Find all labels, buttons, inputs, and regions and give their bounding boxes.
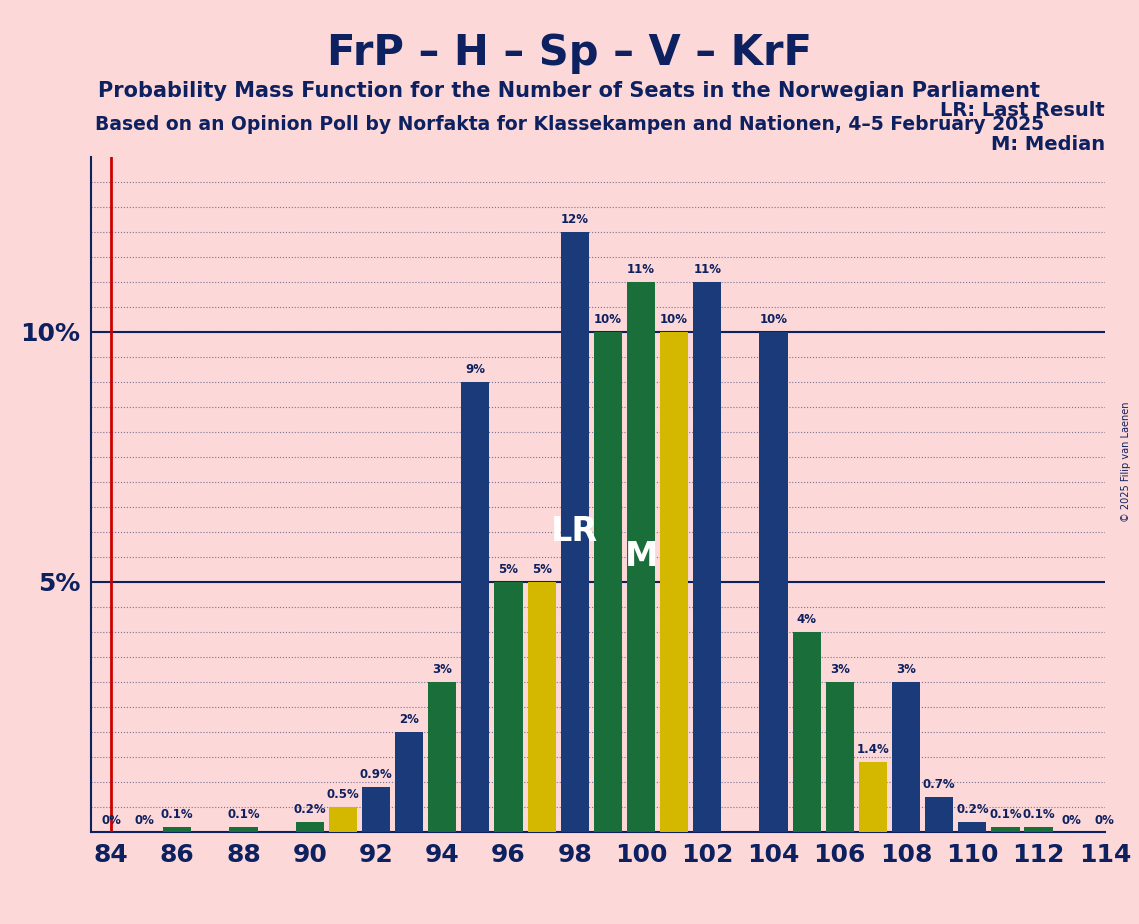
Text: LR: Last Result: LR: Last Result (940, 101, 1105, 120)
Text: 0.1%: 0.1% (1023, 808, 1055, 821)
Text: 0%: 0% (134, 814, 154, 827)
Text: 5%: 5% (499, 563, 518, 576)
Text: 10%: 10% (661, 313, 688, 326)
Text: 3%: 3% (433, 663, 452, 675)
Text: 11%: 11% (694, 263, 721, 276)
Text: 1.4%: 1.4% (857, 743, 890, 756)
Bar (229, 827, 257, 832)
Text: 0.5%: 0.5% (327, 787, 359, 800)
Text: M: M (624, 541, 657, 573)
Bar (395, 732, 424, 832)
Bar (593, 332, 622, 832)
Text: 0.2%: 0.2% (294, 803, 326, 816)
Text: 12%: 12% (560, 213, 589, 226)
Bar (428, 682, 457, 832)
Text: 0.1%: 0.1% (989, 808, 1022, 821)
Text: 4%: 4% (796, 613, 817, 626)
Text: 3%: 3% (830, 663, 850, 675)
Bar (296, 821, 323, 832)
Bar (1024, 827, 1052, 832)
Text: M: Median: M: Median (991, 135, 1105, 153)
Bar (494, 582, 523, 832)
Text: Probability Mass Function for the Number of Seats in the Norwegian Parliament: Probability Mass Function for the Number… (98, 81, 1041, 102)
Text: 9%: 9% (466, 363, 485, 376)
Bar (859, 761, 887, 832)
Text: 0.2%: 0.2% (956, 803, 989, 816)
Text: 3%: 3% (896, 663, 916, 675)
Text: 0.1%: 0.1% (161, 808, 194, 821)
Bar (892, 682, 920, 832)
Text: Based on an Opinion Poll by Norfakta for Klassekampen and Nationen, 4–5 February: Based on an Opinion Poll by Norfakta for… (95, 116, 1044, 135)
Bar (560, 232, 589, 832)
Bar (163, 827, 191, 832)
Text: 0%: 0% (101, 814, 121, 827)
Bar (760, 332, 788, 832)
Text: 5%: 5% (532, 563, 551, 576)
Text: 0.1%: 0.1% (227, 808, 260, 821)
Bar (626, 282, 655, 832)
Bar (527, 582, 556, 832)
Text: LR: LR (551, 516, 598, 548)
Bar (991, 827, 1019, 832)
Bar (793, 632, 821, 832)
Text: 2%: 2% (399, 712, 419, 725)
Bar (925, 796, 953, 832)
Text: 0.9%: 0.9% (360, 768, 393, 781)
Bar (958, 821, 986, 832)
Bar (329, 807, 357, 832)
Text: 0%: 0% (1095, 814, 1115, 827)
Bar (461, 382, 490, 832)
Text: 10%: 10% (593, 313, 622, 326)
Bar (826, 682, 854, 832)
Bar (694, 282, 721, 832)
Text: 0.7%: 0.7% (923, 778, 956, 791)
Bar (661, 332, 688, 832)
Bar (362, 786, 390, 832)
Text: 10%: 10% (760, 313, 787, 326)
Text: © 2025 Filip van Laenen: © 2025 Filip van Laenen (1121, 402, 1131, 522)
Text: 11%: 11% (628, 263, 655, 276)
Text: 0%: 0% (1062, 814, 1082, 827)
Text: FrP – H – Sp – V – KrF: FrP – H – Sp – V – KrF (327, 32, 812, 74)
